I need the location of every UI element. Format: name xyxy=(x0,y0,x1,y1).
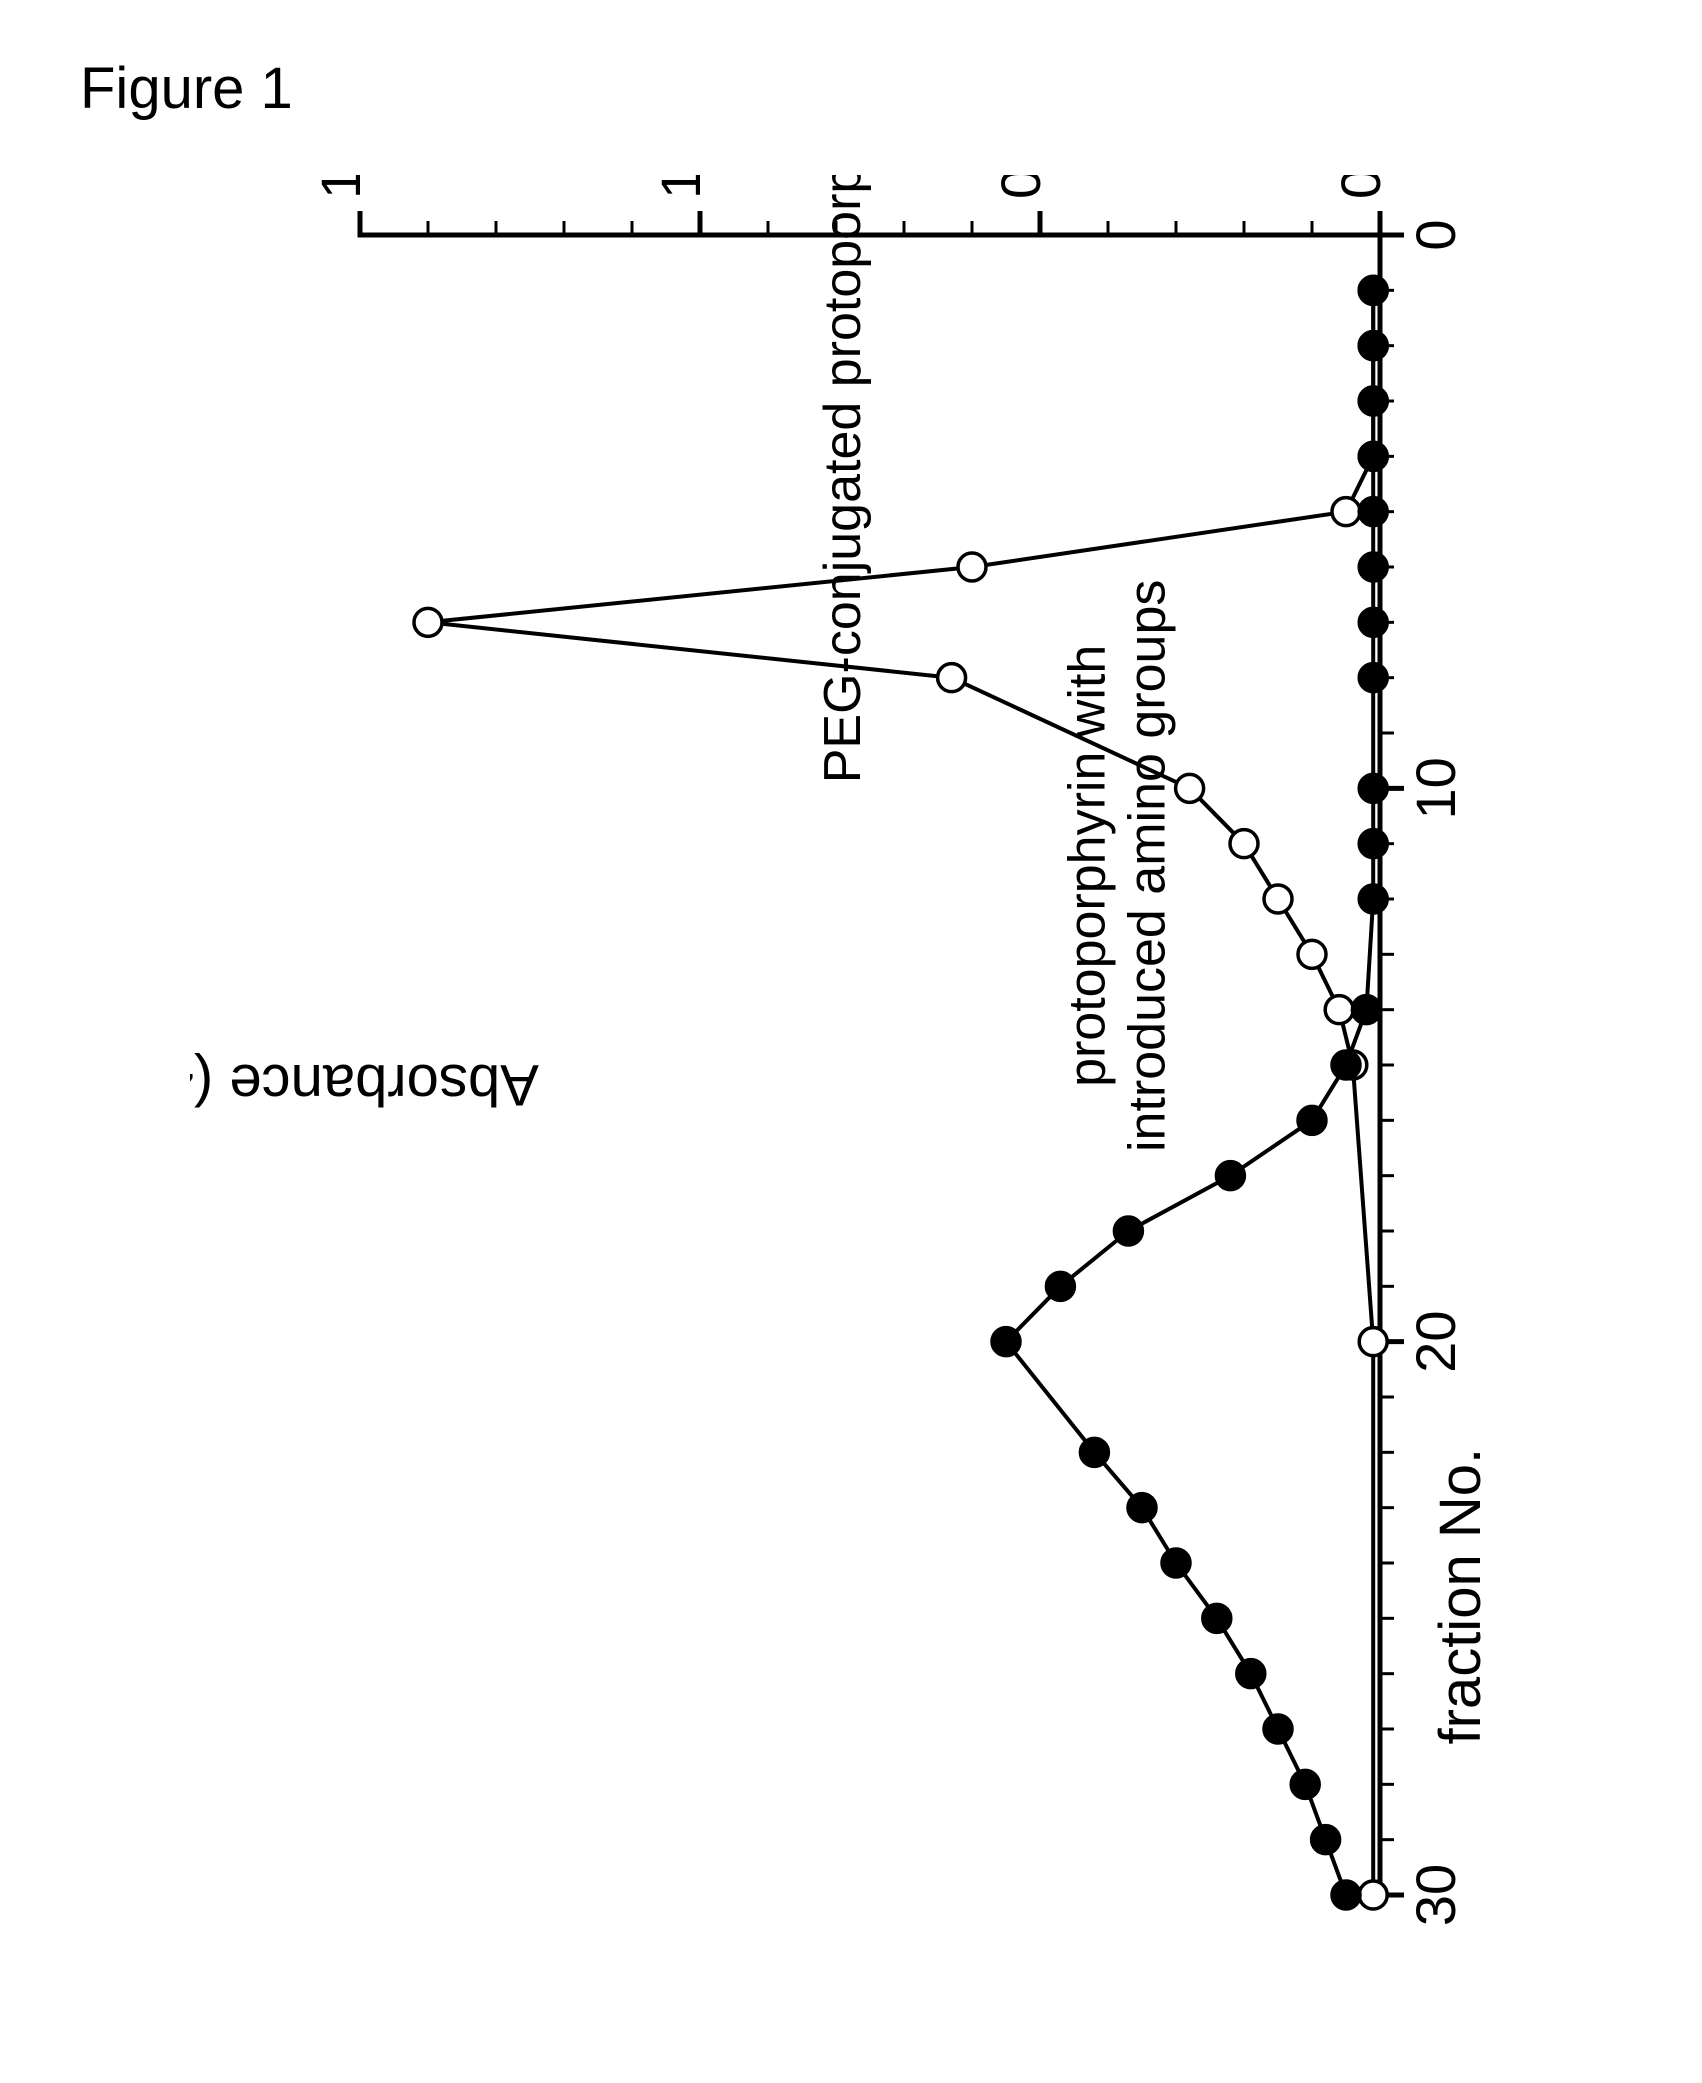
filled-circle-marker xyxy=(1359,608,1387,636)
filled-circle-marker xyxy=(1359,553,1387,581)
open-circle-marker xyxy=(1359,1328,1387,1356)
filled-circle-marker xyxy=(1237,1660,1265,1688)
ytick-label: 1.5 xyxy=(309,175,372,199)
xlabel: fraction No. xyxy=(1428,1448,1493,1745)
filled-circle-marker xyxy=(1046,1272,1074,1300)
xtick-label: 10 xyxy=(1404,757,1467,819)
series-annotation: PEG-conjugated protoporphyrin xyxy=(814,175,872,783)
open-circle-marker xyxy=(1359,1881,1387,1909)
filled-circle-marker xyxy=(1359,885,1387,913)
open-circle-marker xyxy=(1264,885,1292,913)
open-circle-marker xyxy=(1325,996,1353,1024)
filled-circle-marker xyxy=(1359,830,1387,858)
open-circle-marker xyxy=(414,608,442,636)
filled-circle-marker xyxy=(1359,387,1387,415)
page: Figure 1 0 0.5 1 1.5 0 10 20 30 Absorbance (400 … xyxy=(0,0,1702,2083)
ytick-label: 1 xyxy=(649,175,712,199)
filled-circle-marker xyxy=(1203,1604,1231,1632)
chart-container: 0 0.5 1 1.5 0 10 20 30 Absorbance (400 nm) fracti… xyxy=(190,175,1500,1985)
ytick-label: 0 xyxy=(1329,175,1392,199)
open-circle-marker xyxy=(958,553,986,581)
series-line xyxy=(1006,290,1373,1895)
open-circle-marker xyxy=(938,664,966,692)
filled-circle-marker xyxy=(1080,1438,1108,1466)
filled-circle-marker xyxy=(1162,1549,1190,1577)
open-circle-marker xyxy=(1298,940,1326,968)
ytick-label: 0.5 xyxy=(989,175,1052,199)
ylabel: Absorbance (400 nm) xyxy=(190,1052,539,1117)
filled-circle-marker xyxy=(992,1328,1020,1356)
filled-circle-marker xyxy=(1264,1715,1292,1743)
svg-text:protoporphyrin with: protoporphyrin with xyxy=(1059,645,1117,1087)
series-line xyxy=(428,290,1373,1895)
filled-circle-marker xyxy=(1352,996,1380,1024)
filled-circle-marker xyxy=(1114,1217,1142,1245)
filled-circle-marker xyxy=(1359,664,1387,692)
filled-circle-marker xyxy=(1332,1051,1360,1079)
filled-circle-marker xyxy=(1359,276,1387,304)
filled-circle-marker xyxy=(1291,1770,1319,1798)
filled-circle-marker xyxy=(1298,1106,1326,1134)
xtick-label: 0 xyxy=(1404,219,1467,250)
filled-circle-marker xyxy=(1359,498,1387,526)
filled-circle-marker xyxy=(1359,332,1387,360)
open-circle-marker xyxy=(1230,830,1258,858)
chromatography-chart: 0 0.5 1 1.5 0 10 20 30 Absorbance (400 nm) fracti… xyxy=(190,175,1500,1985)
figure-label: Figure 1 xyxy=(80,55,293,122)
filled-circle-marker xyxy=(1128,1494,1156,1522)
open-circle-marker xyxy=(1176,774,1204,802)
filled-circle-marker xyxy=(1359,442,1387,470)
filled-circle-marker xyxy=(1216,1162,1244,1190)
xtick-label: 30 xyxy=(1404,1864,1467,1926)
filled-circle-marker xyxy=(1312,1826,1340,1854)
open-circle-marker xyxy=(1332,498,1360,526)
svg-text:introduced amino groups: introduced amino groups xyxy=(1118,580,1176,1152)
filled-circle-marker xyxy=(1332,1881,1360,1909)
filled-circle-marker xyxy=(1359,774,1387,802)
xtick-label: 20 xyxy=(1404,1311,1467,1373)
series-annotation: protoporphyrin withintroduced amino grou… xyxy=(1059,580,1177,1152)
